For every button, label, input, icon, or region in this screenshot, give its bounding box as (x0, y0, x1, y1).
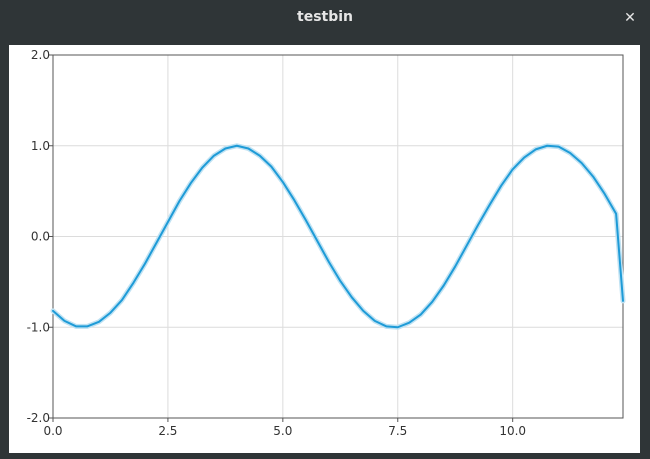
x-tick-label-2: 5.0 (273, 424, 292, 438)
y-tick-label-4: -2.0 (27, 411, 50, 425)
x-tick-label-3: 7.5 (388, 424, 407, 438)
y-tick-label-0: 2.0 (31, 48, 50, 62)
chart-area: 0.0 2.5 5.0 7.5 10.0 2.0 1.0 0.0 -1.0 -2.0 (9, 45, 640, 453)
x-tick-label-0: 0.0 (43, 424, 62, 438)
y-tick-label-2: 0.0 (31, 230, 50, 244)
close-button[interactable]: ✕ (618, 6, 642, 30)
x-tick-label-4: 10.0 (499, 424, 526, 438)
x-tick-label-1: 2.5 (158, 424, 177, 438)
y-tick-label-3: -1.0 (27, 320, 50, 334)
line-chart: 0.0 2.5 5.0 7.5 10.0 2.0 1.0 0.0 -1.0 -2.0 (27, 48, 626, 438)
close-icon: ✕ (624, 10, 636, 26)
series-0-line (52, 144, 624, 329)
window-title: testbin (297, 9, 353, 25)
y-tick-label-1: 1.0 (31, 139, 50, 153)
titlebar[interactable]: testbin ✕ (0, 0, 650, 37)
